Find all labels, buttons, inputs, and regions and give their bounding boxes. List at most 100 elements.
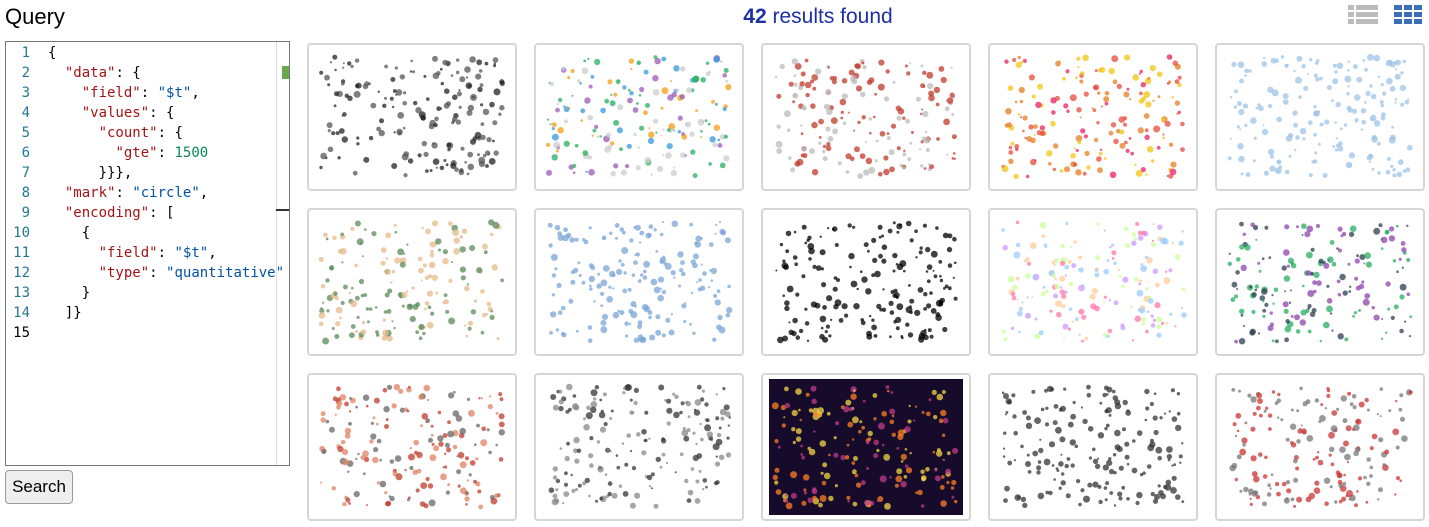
result-thumbnail[interactable] xyxy=(988,43,1198,191)
thumbnail-dot xyxy=(698,278,702,282)
result-thumbnail[interactable] xyxy=(988,208,1198,356)
thumbnail-dot xyxy=(1409,315,1413,319)
thumbnail-dot xyxy=(875,139,879,143)
thumbnail-dot xyxy=(1144,255,1149,259)
thumbnail-dot xyxy=(458,89,461,92)
thumbnail-dot xyxy=(549,123,552,126)
result-thumbnail[interactable] xyxy=(307,208,517,356)
thumbnail-dot xyxy=(909,238,914,243)
thumbnail-dot xyxy=(551,122,557,128)
thumbnail-dot xyxy=(1388,136,1396,144)
thumbnail-dot xyxy=(624,321,629,326)
result-thumbnail[interactable] xyxy=(534,208,744,356)
thumbnail-dot xyxy=(811,169,819,176)
thumbnail-dot xyxy=(834,243,839,247)
grid-view-icon[interactable] xyxy=(1394,5,1422,24)
thumbnail-dot xyxy=(384,96,387,100)
thumbnail-dot xyxy=(1025,461,1031,467)
thumbnail-dot xyxy=(1086,392,1092,398)
thumbnail-dot xyxy=(1281,265,1287,271)
result-thumbnail[interactable] xyxy=(1215,43,1425,191)
thumbnail-dot xyxy=(896,303,904,311)
result-thumbnail[interactable] xyxy=(1215,208,1425,356)
thumbnail-dot xyxy=(1077,255,1083,260)
thumbnail-dot xyxy=(1018,330,1021,334)
thumbnail-dot xyxy=(334,334,340,339)
result-thumbnail[interactable] xyxy=(761,43,971,191)
thumbnail-dot xyxy=(1370,118,1374,121)
thumbnail-dot xyxy=(1300,424,1303,427)
thumbnail-dot xyxy=(630,67,633,71)
thumbnail-dot xyxy=(1305,270,1312,276)
thumbnail-dot xyxy=(1346,105,1352,111)
thumbnail-dot xyxy=(881,234,885,238)
result-thumbnail[interactable] xyxy=(534,373,744,521)
thumbnail-dot xyxy=(946,480,950,485)
thumbnail-dot xyxy=(1152,318,1157,322)
thumbnail-dot xyxy=(791,409,798,417)
thumbnail-dot xyxy=(670,313,673,316)
thumbnail-dot xyxy=(1161,321,1165,325)
thumbnail-dot xyxy=(1336,407,1340,411)
thumbnail-dot xyxy=(406,303,413,310)
thumbnail-dot xyxy=(944,106,950,112)
view-icons[interactable] xyxy=(1346,3,1426,29)
thumbnail-dot xyxy=(432,142,435,145)
thumbnail-dot xyxy=(660,106,664,110)
thumbnail-dot xyxy=(894,483,899,488)
thumbnail-dot xyxy=(1123,91,1130,98)
thumbnail-dot xyxy=(828,334,832,338)
thumbnail-dot xyxy=(879,475,887,483)
thumbnail-dot xyxy=(1104,101,1109,106)
thumbnail-dot xyxy=(834,299,842,307)
search-button[interactable]: Search xyxy=(5,470,73,504)
thumbnail-dot xyxy=(1097,167,1103,174)
thumbnail-dot xyxy=(939,278,944,283)
thumbnail-dot xyxy=(1354,94,1361,101)
thumbnail-dot xyxy=(820,326,824,330)
thumbnail-dot xyxy=(936,137,940,141)
thumbnail-dot xyxy=(426,97,430,101)
thumbnail-dot xyxy=(790,167,796,173)
thumbnail-dot xyxy=(1105,423,1110,428)
result-thumbnail[interactable] xyxy=(988,373,1198,521)
thumbnail-dot xyxy=(1150,491,1155,497)
thumbnail-dot xyxy=(436,106,442,112)
list-view-icon[interactable] xyxy=(1348,5,1378,24)
result-thumbnail[interactable] xyxy=(307,43,517,191)
thumbnail-dot xyxy=(1234,339,1238,344)
thumbnail-dot xyxy=(322,301,325,304)
result-thumbnail[interactable] xyxy=(307,373,517,521)
result-thumbnail[interactable] xyxy=(1215,373,1425,521)
thumbnail-dot xyxy=(1395,476,1401,481)
thumbnail-dot xyxy=(1022,58,1027,63)
thumbnail-dot xyxy=(488,158,496,165)
thumbnail-dot xyxy=(1179,461,1182,464)
thumbnail-dot xyxy=(801,274,806,279)
thumbnail-dot xyxy=(561,332,567,338)
thumbnail-dot xyxy=(458,105,462,109)
thumbnail-dot xyxy=(1020,116,1023,119)
thumbnail-dot xyxy=(713,56,720,63)
result-thumbnail[interactable] xyxy=(761,373,971,521)
code-editor[interactable]: 1 2 3 4 5 6 7 8 9 10 11 12 13 14 15{ "data": { "field"… xyxy=(5,41,290,466)
thumbnail-dot xyxy=(1152,415,1158,421)
thumbnail-dot xyxy=(686,428,691,432)
thumbnail-dot xyxy=(1392,173,1397,178)
thumbnail-dot xyxy=(1117,268,1121,272)
thumbnail-dot xyxy=(1116,446,1123,453)
thumbnail-dot xyxy=(700,136,702,139)
thumbnail-dot xyxy=(442,301,446,305)
result-thumbnail[interactable] xyxy=(761,208,971,356)
thumbnail-dot xyxy=(1317,459,1324,466)
thumbnail-dot xyxy=(926,411,931,417)
thumbnail-dot xyxy=(883,453,891,461)
thumbnail-dot xyxy=(604,98,610,104)
thumbnail-dot xyxy=(840,405,845,410)
thumbnail-dot xyxy=(806,339,810,342)
thumbnail-dot xyxy=(334,413,337,416)
thumbnail-dot xyxy=(712,337,717,342)
line-number: 10 xyxy=(13,225,30,241)
result-thumbnail[interactable] xyxy=(534,43,744,191)
thumbnail-dot xyxy=(428,437,433,443)
